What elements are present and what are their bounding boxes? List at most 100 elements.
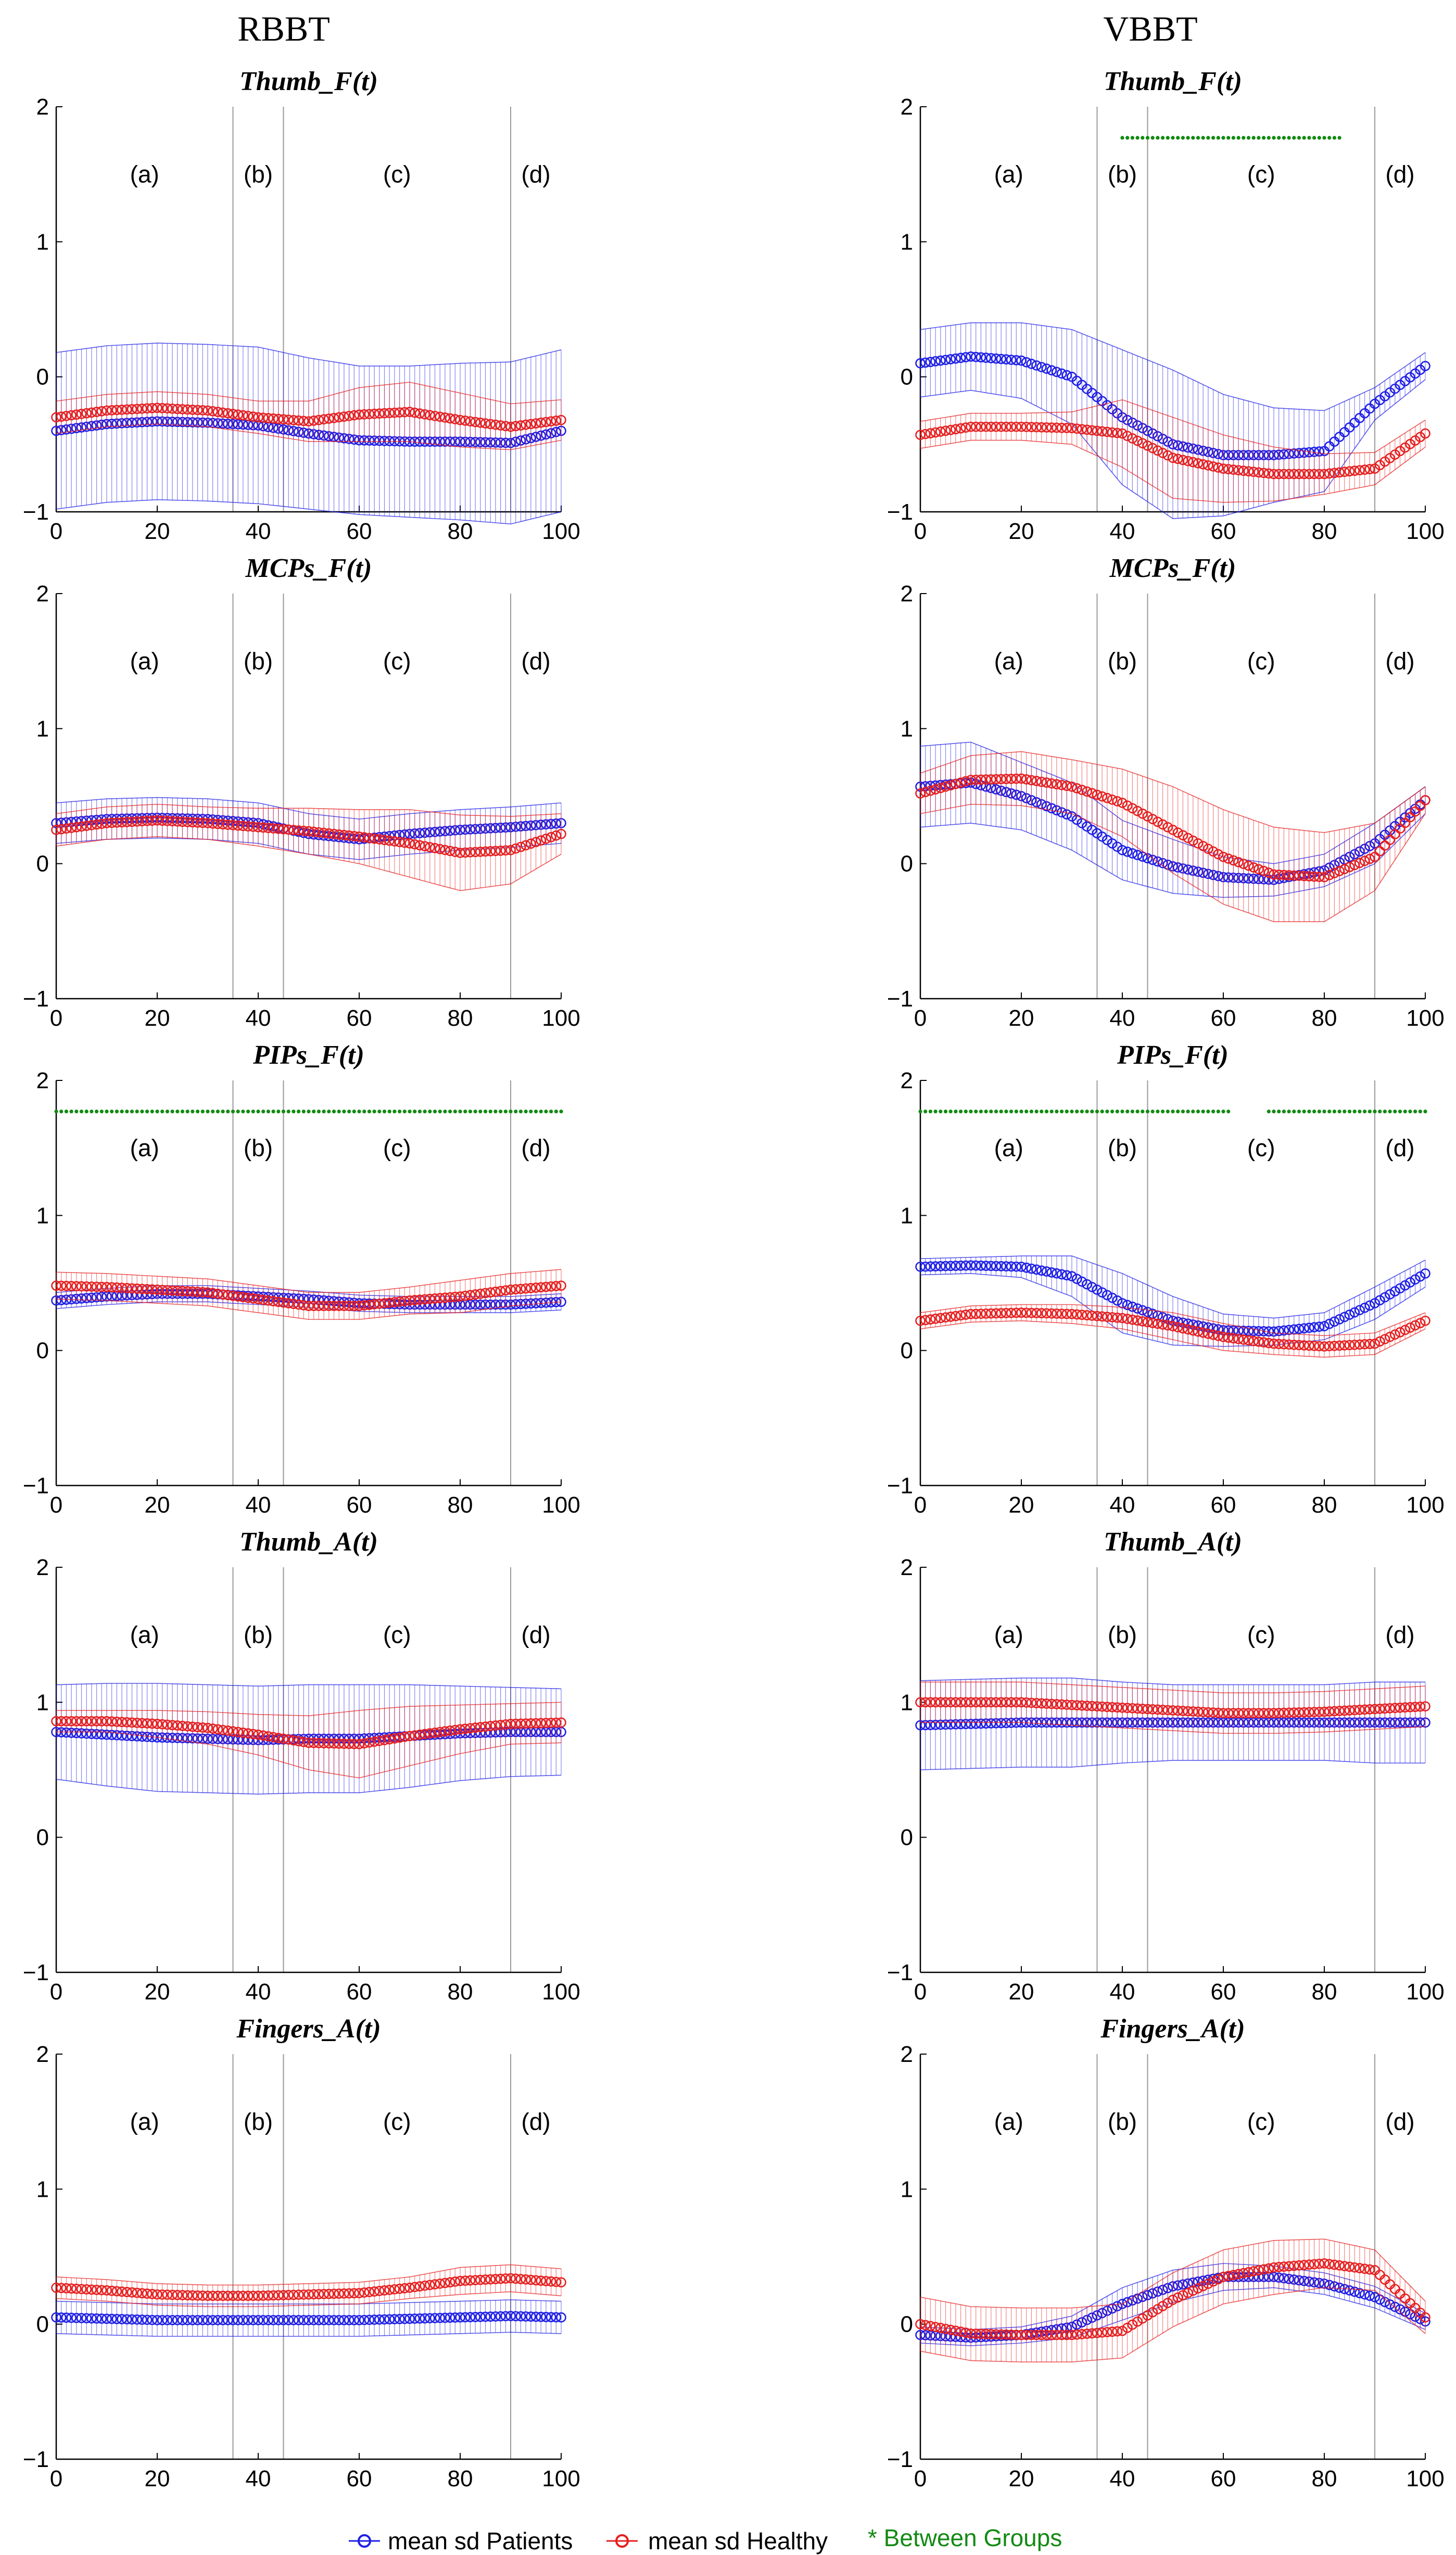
x-tick-label: 80: [448, 519, 473, 544]
mean-marker: [1132, 435, 1143, 446]
mean-marker: [96, 2313, 107, 2324]
mean-marker: [465, 2275, 476, 2286]
mean-marker: [966, 1697, 976, 1708]
significance-mark: [1383, 1110, 1387, 1114]
mean-marker: [1153, 816, 1163, 827]
significance-mark: [1075, 1110, 1079, 1114]
mean-marker: [66, 1716, 77, 1727]
mean-marker: [1263, 867, 1274, 878]
mean-marker: [177, 2290, 188, 2300]
mean-marker: [1061, 423, 1072, 433]
mean-marker: [253, 412, 263, 423]
y-tick-label: −1: [887, 1960, 913, 1985]
mean-marker: [359, 409, 370, 420]
mean-marker: [1258, 2264, 1269, 2275]
mean-marker: [1092, 425, 1103, 436]
significance-mark: [1040, 1110, 1044, 1114]
sd-lower-line: [920, 1760, 1425, 1770]
mean-marker: [157, 2315, 168, 2325]
mean-marker: [546, 2276, 556, 2287]
significance-mark: [1343, 1110, 1347, 1114]
mean-marker: [303, 416, 314, 427]
mean-marker: [187, 1721, 198, 1732]
mean-marker: [404, 2282, 415, 2293]
significance-mark: [1034, 1110, 1039, 1114]
mean-marker: [1354, 1705, 1365, 1715]
mean-marker: [996, 774, 1006, 785]
mean-marker: [556, 414, 566, 425]
mean-marker: [1248, 1708, 1259, 1718]
mean-marker: [172, 816, 183, 827]
mean-marker: [126, 1717, 137, 1728]
significance-mark: [923, 1110, 928, 1114]
mean-marker: [389, 836, 400, 847]
mean-marker: [505, 1285, 516, 1295]
mean-marker: [470, 2312, 480, 2322]
mean-marker: [227, 2315, 238, 2325]
mean-marker: [258, 1730, 269, 1741]
mean-marker: [945, 1697, 956, 1708]
sd-lower-line: [56, 1299, 562, 1320]
x-tick-label: 40: [246, 519, 271, 544]
mean-marker: [323, 1301, 334, 1311]
mean-marker: [996, 1261, 1006, 1272]
mean-marker: [56, 1716, 67, 1727]
mean-marker: [248, 2315, 259, 2325]
significance-mark: [1150, 1110, 1155, 1114]
mean-marker: [1046, 365, 1057, 376]
mean-marker: [1299, 1707, 1309, 1718]
significance-mark: [352, 1110, 356, 1114]
mean-marker: [1294, 469, 1305, 480]
mean-marker: [1071, 783, 1082, 794]
mean-marker: [1127, 1703, 1138, 1714]
mean-marker: [243, 1292, 254, 1303]
panel-title: Thumb_F(t): [1104, 67, 1242, 96]
mean-marker: [364, 2314, 375, 2325]
mean-marker: [1364, 2290, 1375, 2301]
y-tick-label: 0: [901, 2312, 913, 2337]
mean-marker: [197, 2290, 208, 2301]
mean-marker: [1067, 1700, 1077, 1710]
phase-label: (a): [130, 1135, 159, 1162]
mean-marker: [420, 2280, 430, 2291]
mean-marker: [935, 1261, 946, 1272]
mean-marker: [404, 838, 415, 849]
series-healthy: [915, 1304, 1430, 1358]
mean-marker: [1269, 1708, 1279, 1718]
mean-marker: [1410, 1702, 1421, 1712]
mean-marker: [111, 1282, 122, 1293]
significance-mark: [1262, 136, 1266, 140]
mean-marker: [157, 403, 168, 413]
mean-marker: [1061, 370, 1072, 381]
mean-marker: [409, 2282, 420, 2293]
mean-marker: [1117, 1702, 1128, 1713]
mean-marker: [925, 357, 936, 367]
mean-marker: [915, 430, 926, 440]
significance-mark: [1085, 1110, 1089, 1114]
significance-mark: [155, 1110, 159, 1114]
x-tick-label: 0: [50, 1005, 62, 1031]
mean-marker: [1278, 1707, 1289, 1718]
mean-marker: [470, 1722, 480, 1733]
significance-mark: [1368, 1110, 1372, 1114]
mean-marker: [915, 788, 926, 799]
phase-label: (c): [1247, 1135, 1275, 1162]
mean-marker: [475, 1722, 486, 1732]
mean-marker: [117, 1717, 127, 1727]
significance-mark: [1211, 1110, 1216, 1114]
mean-marker: [369, 2286, 379, 2297]
mean-marker: [56, 2283, 67, 2293]
mean-marker: [339, 2315, 349, 2325]
mean-marker: [182, 1286, 193, 1297]
mean-marker: [1314, 1706, 1325, 1717]
mean-marker: [1183, 2287, 1193, 2298]
mean-marker: [1026, 1307, 1037, 1318]
mean-marker: [1284, 1339, 1294, 1350]
mean-marker: [1329, 1341, 1340, 1351]
mean-marker: [1107, 2326, 1118, 2337]
significance-mark: [165, 1110, 169, 1114]
phase-label: (b): [244, 2108, 273, 2135]
mean-marker: [1359, 2263, 1370, 2274]
mean-marker: [986, 1261, 996, 1272]
